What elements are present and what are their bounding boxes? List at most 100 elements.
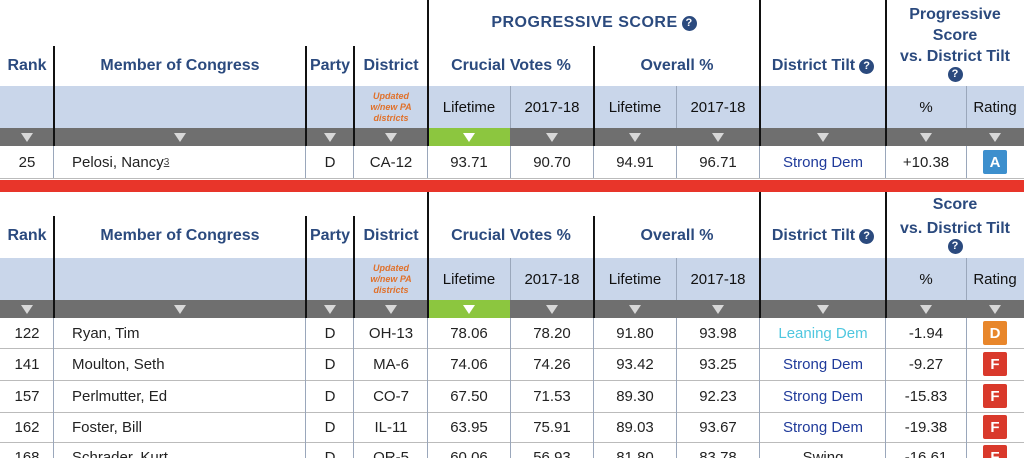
district-update-note: Updated w/new PA districts xyxy=(370,90,412,123)
top-subheader-row: Updated w/new PA districts Lifetime 2017… xyxy=(0,86,1024,128)
row-party: D xyxy=(324,418,336,436)
table-row[interactable]: 141 Moulton, Seth D MA-6 74.06 74.26 93.42 93.2… xyxy=(0,348,1024,380)
subheader-crucial-session[interactable]: 2017-18 xyxy=(524,98,580,116)
help-icon[interactable]: ? xyxy=(859,58,875,74)
row-member[interactable]: Perlmutter, Ed xyxy=(72,387,168,405)
col-divider xyxy=(966,258,967,300)
header-member[interactable]: Member of Congress xyxy=(100,57,260,74)
subheader-overall-lifetime[interactable]: Lifetime xyxy=(608,270,662,288)
header-district[interactable]: District xyxy=(363,57,419,74)
footnote-link[interactable]: 3 xyxy=(163,156,170,168)
subheader-pct[interactable]: % xyxy=(919,270,933,288)
subheader-crucial-session[interactable]: 2017-18 xyxy=(524,270,580,288)
help-icon[interactable]: ? xyxy=(947,238,963,254)
header-district-tilt[interactable]: District Tilt ? xyxy=(760,216,886,256)
help-icon[interactable]: ? xyxy=(947,67,963,82)
col-divider xyxy=(353,216,355,318)
row-member[interactable]: Moulton, Seth xyxy=(72,355,165,373)
row-member[interactable]: Foster, Bill xyxy=(72,418,143,436)
rating-badge: F xyxy=(983,445,1007,458)
row-member[interactable]: Ryan, Tim xyxy=(72,324,140,342)
table-row[interactable]: 157 Perlmutter, Ed D CO-7 67.50 71.53 89.30 92.… xyxy=(0,380,1024,412)
sort-overall-lifetime[interactable] xyxy=(594,128,676,146)
header-party[interactable]: Party xyxy=(309,227,351,244)
header-party[interactable]: Party xyxy=(309,57,351,74)
sort-member[interactable] xyxy=(54,300,306,318)
row-overall-lifetime: 94.91 xyxy=(616,153,654,171)
cell-border xyxy=(966,146,967,178)
row-member[interactable]: Schrader, Kurt xyxy=(72,448,168,458)
row-rating: F xyxy=(966,380,1024,412)
header-rank[interactable]: Rank xyxy=(7,57,47,74)
col-divider xyxy=(676,86,677,128)
cell-border xyxy=(676,146,677,178)
row-party: D xyxy=(324,153,336,171)
subheader-crucial-lifetime[interactable]: Lifetime xyxy=(442,270,496,288)
table-row[interactable]: 122 Ryan, Tim D OH-13 78.06 78.20 91.80 93.98 Le… xyxy=(0,318,1024,348)
sort-district[interactable] xyxy=(354,300,428,318)
subheader-overall-lifetime[interactable]: Lifetime xyxy=(608,98,662,116)
cell-border xyxy=(427,318,428,458)
row-district: CO-7 xyxy=(373,387,409,405)
cell-border xyxy=(759,146,760,178)
header-rank[interactable]: Rank xyxy=(7,227,47,244)
subheader-rating[interactable]: Rating xyxy=(973,270,1017,288)
bottom-title-row: Score xyxy=(0,192,1024,218)
row-overall-lifetime: 89.03 xyxy=(616,418,654,436)
sort-rating[interactable] xyxy=(966,300,1024,318)
sort-crucial-lifetime-active[interactable] xyxy=(428,128,510,146)
row-rating: F xyxy=(966,412,1024,442)
col-divider xyxy=(759,0,761,146)
sort-overall-session[interactable] xyxy=(676,128,760,146)
sort-pct[interactable] xyxy=(886,128,966,146)
subheader-crucial-lifetime[interactable]: Lifetime xyxy=(442,98,496,116)
row-crucial-lifetime: 63.95 xyxy=(450,418,488,436)
sort-crucial-session[interactable] xyxy=(510,128,594,146)
help-icon[interactable]: ? xyxy=(681,15,697,31)
table-row[interactable]: 25 Pelosi, Nancy 3 D CA-12 93.71 90.70 94… xyxy=(0,146,1024,178)
sort-triangle-icon xyxy=(21,304,33,314)
sort-crucial-session[interactable] xyxy=(510,300,594,318)
sort-district[interactable] xyxy=(354,128,428,146)
row-rank: 122 xyxy=(14,324,40,342)
row-overall-session: 83.78 xyxy=(699,448,737,458)
sort-crucial-lifetime-active[interactable] xyxy=(428,300,510,318)
sort-rank[interactable] xyxy=(0,128,54,146)
header-crucial-votes[interactable]: Crucial Votes % xyxy=(451,227,571,244)
table-row[interactable]: 162 Foster, Bill D IL-11 63.95 75.91 89.03 93.6… xyxy=(0,412,1024,442)
sort-overall-lifetime[interactable] xyxy=(594,300,676,318)
header-overall[interactable]: Overall % xyxy=(640,57,714,74)
header-member[interactable]: Member of Congress xyxy=(100,227,260,244)
sort-rank[interactable] xyxy=(0,300,54,318)
bottom-header-row: Rank Member of Congress Party District C… xyxy=(0,216,1024,256)
sort-pct[interactable] xyxy=(886,300,966,318)
header-district[interactable]: District xyxy=(363,227,419,244)
subheader-pct[interactable]: % xyxy=(919,98,933,116)
sort-tilt[interactable] xyxy=(760,300,886,318)
sort-overall-session[interactable] xyxy=(676,300,760,318)
row-score-vs-tilt: +10.38 xyxy=(902,153,950,171)
col-divider xyxy=(759,192,761,318)
row-rating: A xyxy=(966,146,1024,178)
subheader-rating[interactable]: Rating xyxy=(973,98,1017,116)
header-crucial-votes[interactable]: Crucial Votes % xyxy=(451,57,571,74)
col-divider xyxy=(427,192,429,318)
header-district-tilt[interactable]: District Tilt ? xyxy=(760,46,886,86)
sort-tilt[interactable] xyxy=(760,128,886,146)
sort-party[interactable] xyxy=(306,300,354,318)
row-overall-session: 93.98 xyxy=(699,324,737,342)
score-vs-tilt-title: Progressive Score vs. District Tilt ? xyxy=(886,2,1024,84)
subheader-overall-session[interactable]: 2017-18 xyxy=(690,270,746,288)
row-member[interactable]: Pelosi, Nancy 3 xyxy=(54,146,306,178)
header-overall[interactable]: Overall % xyxy=(640,227,714,244)
row-crucial-lifetime: 93.71 xyxy=(450,153,488,171)
sort-member[interactable] xyxy=(54,128,306,146)
sort-party[interactable] xyxy=(306,128,354,146)
subheader-overall-session[interactable]: 2017-18 xyxy=(690,98,746,116)
sort-rating[interactable] xyxy=(966,128,1024,146)
table-row[interactable]: 168 Schrader, Kurt D OR-5 60.06 56.93 81.80 83.… xyxy=(0,442,1024,458)
row-rank: 168 xyxy=(14,448,40,458)
help-icon[interactable]: ? xyxy=(859,228,875,244)
progressive-score-title: PROGRESSIVE SCORE ? xyxy=(428,0,760,46)
row-overall-session: 93.25 xyxy=(699,355,737,373)
